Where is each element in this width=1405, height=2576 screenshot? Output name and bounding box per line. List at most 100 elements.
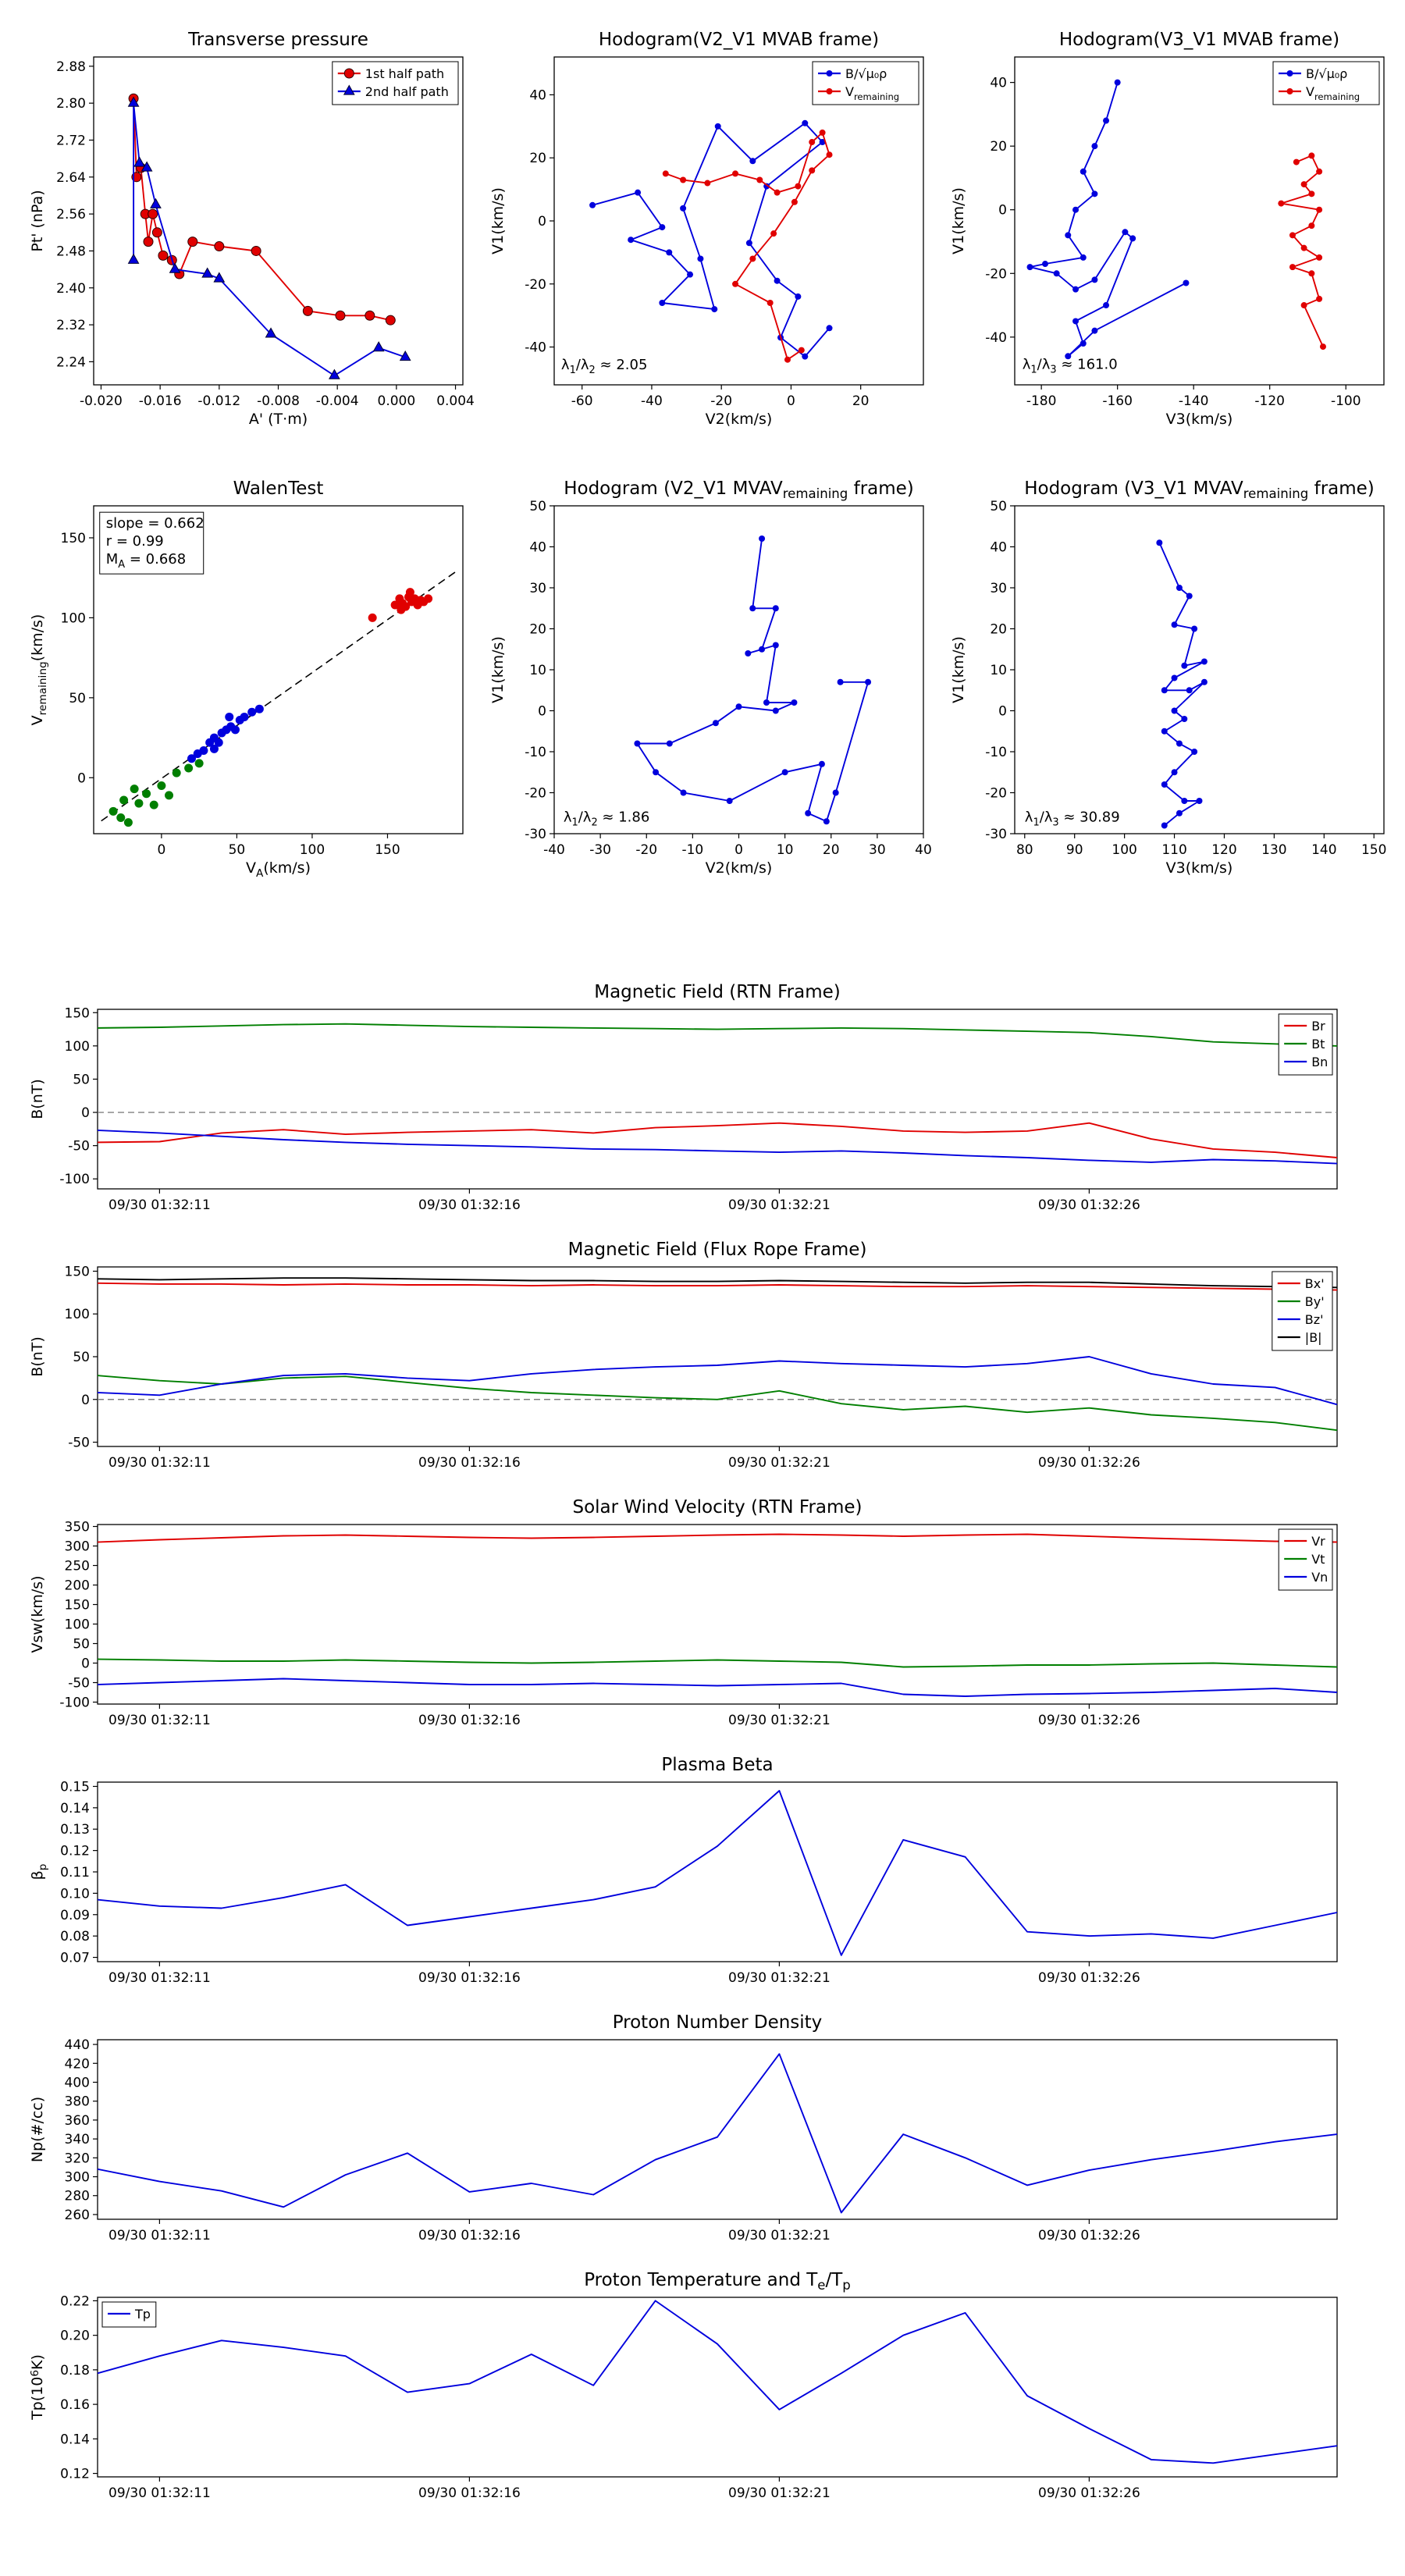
svg-text:09/30 01:32:26: 09/30 01:32:26 — [1038, 2228, 1140, 2243]
svg-text:09/30 01:32:16: 09/30 01:32:16 — [418, 2228, 521, 2243]
svg-text:2.32: 2.32 — [56, 318, 86, 333]
svg-text:0: 0 — [538, 704, 546, 720]
svg-text:-0.020: -0.020 — [80, 393, 123, 409]
svg-text:0.14: 0.14 — [60, 1801, 90, 1816]
svg-text:0: 0 — [81, 1393, 90, 1408]
svg-text:0: 0 — [735, 842, 743, 858]
svg-text:0: 0 — [81, 1105, 90, 1121]
svg-text:Magnetic Field (Flux Rope Fram: Magnetic Field (Flux Rope Frame) — [568, 1240, 867, 1260]
svg-text:09/30 01:32:21: 09/30 01:32:21 — [728, 2228, 831, 2243]
svg-text:0.12: 0.12 — [60, 1844, 90, 1859]
svg-text:2.88: 2.88 — [56, 59, 86, 75]
hodogram-v2v1-mvab-chart: -60 -40 -20 0 20 -40 -20 0 20 40 Hodogram(V2_V1 MV… — [484, 20, 941, 433]
svg-text:2nd half path: 2nd half path — [365, 84, 449, 99]
svg-text:Np(#/cc): Np(#/cc) — [29, 2097, 46, 2162]
plasma-beta-chart: 09/30 01:32:11 09/30 01:32:16 09/30 01:32:… — [23, 1745, 1385, 1994]
svg-text:30: 30 — [869, 842, 886, 858]
svg-text:09/30 01:32:11: 09/30 01:32:11 — [108, 2228, 211, 2243]
svg-text:λ1/λ3 ≈ 161.0: λ1/λ3 ≈ 161.0 — [1023, 357, 1118, 376]
svg-text:A' (T·m): A' (T·m) — [249, 411, 308, 428]
svg-text:MA = 0.668: MA = 0.668 — [106, 551, 186, 571]
svg-text:0.07: 0.07 — [60, 1951, 90, 1966]
svg-text:Vn: Vn — [1311, 1570, 1328, 1585]
magnetic-field-rtn-chart: 09/30 01:32:11 09/30 01:32:16 09/30 01:32:… — [23, 972, 1385, 1222]
svg-text:2.24: 2.24 — [56, 354, 86, 370]
svg-text:09/30 01:32:21: 09/30 01:32:21 — [728, 1197, 831, 1213]
svg-text:V1(km/s): V1(km/s) — [950, 636, 967, 703]
svg-text:Hodogram (V2_V1 MVAVremaining: Hodogram (V2_V1 MVAVremaining frame) — [564, 479, 914, 501]
svg-text:20: 20 — [852, 393, 870, 409]
svg-text:-100: -100 — [59, 1172, 90, 1187]
svg-text:Vremaining: Vremaining — [845, 84, 899, 102]
svg-text:130: 130 — [1261, 842, 1286, 858]
svg-text:100: 100 — [300, 842, 325, 858]
proton-temperature-chart: 09/30 01:32:11 09/30 01:32:16 09/30 01:32:… — [23, 2260, 1385, 2510]
svg-text:10: 10 — [529, 663, 546, 678]
svg-text:100: 100 — [1112, 842, 1136, 858]
svg-text:09/30 01:32:16: 09/30 01:32:16 — [418, 1970, 521, 1986]
svg-text:0: 0 — [787, 393, 795, 409]
svg-text:Hodogram(V2_V1 MVAB frame): Hodogram(V2_V1 MVAB frame) — [599, 30, 879, 50]
svg-text:10: 10 — [990, 663, 1007, 678]
svg-text:420: 420 — [65, 2056, 90, 2072]
proton-density-chart: 09/30 01:32:11 09/30 01:32:16 09/30 01:32:… — [23, 2002, 1385, 2252]
svg-text:100: 100 — [61, 610, 86, 626]
svg-text:-40: -40 — [641, 393, 663, 409]
svg-text:Bz': Bz' — [1305, 1312, 1324, 1327]
svg-text:09/30 01:32:21: 09/30 01:32:21 — [728, 1713, 831, 1728]
svg-text:2.80: 2.80 — [56, 96, 86, 112]
svg-text:-20: -20 — [985, 786, 1007, 802]
svg-text:slope = 0.662: slope = 0.662 — [106, 515, 205, 532]
hodogram-v2v1-mvav-chart: -40 -30 -20 -10 0 10 20 30 40 -30 -20 -10 0 10 20 30 40 5… — [484, 468, 941, 882]
svg-text:20: 20 — [990, 622, 1007, 638]
svg-text:|B|: |B| — [1305, 1330, 1322, 1345]
svg-text:-100: -100 — [1331, 393, 1361, 409]
svg-text:0.10: 0.10 — [60, 1886, 90, 1902]
svg-text:320: 320 — [65, 2151, 90, 2166]
svg-text:-10: -10 — [681, 842, 703, 858]
transverse-pressure-chart: -0.020 -0.016 -0.012 -0.008 -0.004 0.000 0.004… — [23, 20, 480, 433]
svg-text:2.48: 2.48 — [56, 244, 86, 259]
svg-text:09/30 01:32:26: 09/30 01:32:26 — [1038, 1197, 1140, 1213]
svg-text:90: 90 — [1066, 842, 1083, 858]
svg-text:09/30 01:32:21: 09/30 01:32:21 — [728, 1455, 831, 1471]
svg-text:-0.012: -0.012 — [197, 393, 240, 409]
svg-text:0.14: 0.14 — [60, 2432, 90, 2447]
svg-text:Vt: Vt — [1311, 1552, 1325, 1567]
svg-text:150: 150 — [65, 1264, 90, 1279]
svg-text:2.64: 2.64 — [56, 170, 86, 186]
svg-text:1st half path: 1st half path — [365, 66, 444, 81]
svg-text:0.11: 0.11 — [60, 1865, 90, 1880]
svg-text:V3(km/s): V3(km/s) — [1166, 859, 1233, 877]
svg-text:120: 120 — [1211, 842, 1236, 858]
svg-text:09/30 01:32:11: 09/30 01:32:11 — [108, 2485, 211, 2501]
svg-text:-20: -20 — [525, 786, 546, 802]
svg-text:440: 440 — [65, 2037, 90, 2053]
svg-text:Magnetic Field (RTN Frame): Magnetic Field (RTN Frame) — [594, 982, 841, 1002]
svg-text:0.15: 0.15 — [60, 1779, 90, 1795]
svg-text:Bx': Bx' — [1305, 1276, 1325, 1291]
svg-text:V2(km/s): V2(km/s) — [706, 411, 773, 428]
svg-text:-180: -180 — [1026, 393, 1057, 409]
svg-text:-0.008: -0.008 — [257, 393, 300, 409]
svg-text:09/30 01:32:26: 09/30 01:32:26 — [1038, 1455, 1140, 1471]
svg-text:150: 150 — [61, 531, 86, 546]
svg-text:2.40: 2.40 — [56, 281, 86, 297]
svg-text:Bn: Bn — [1311, 1055, 1328, 1069]
svg-text:09/30 01:32:16: 09/30 01:32:16 — [418, 1713, 521, 1728]
svg-text:0.16: 0.16 — [60, 2397, 90, 2413]
svg-text:0.12: 0.12 — [60, 2467, 90, 2482]
svg-text:B/√μ₀ρ: B/√μ₀ρ — [1306, 66, 1347, 81]
svg-text:100: 100 — [65, 1307, 90, 1322]
svg-text:2.56: 2.56 — [56, 207, 86, 222]
svg-text:r = 0.99: r = 0.99 — [106, 533, 164, 550]
hodogram-v3v1-mvab-chart: -180 -160 -140 -120 -100 -40 -20 0 20 40 Hodogram(… — [944, 20, 1401, 433]
svg-text:Tp(106K): Tp(106K) — [29, 2354, 46, 2421]
svg-text:50: 50 — [73, 1072, 90, 1087]
svg-text:Proton Number Density: Proton Number Density — [613, 2012, 823, 2033]
svg-text:400: 400 — [65, 2075, 90, 2090]
svg-text:Hodogram(V3_V1 MVAB frame): Hodogram(V3_V1 MVAB frame) — [1059, 30, 1339, 50]
svg-text:350: 350 — [65, 1520, 90, 1535]
svg-text:09/30 01:32:16: 09/30 01:32:16 — [418, 2485, 521, 2501]
svg-text:09/30 01:32:11: 09/30 01:32:11 — [108, 1197, 211, 1213]
